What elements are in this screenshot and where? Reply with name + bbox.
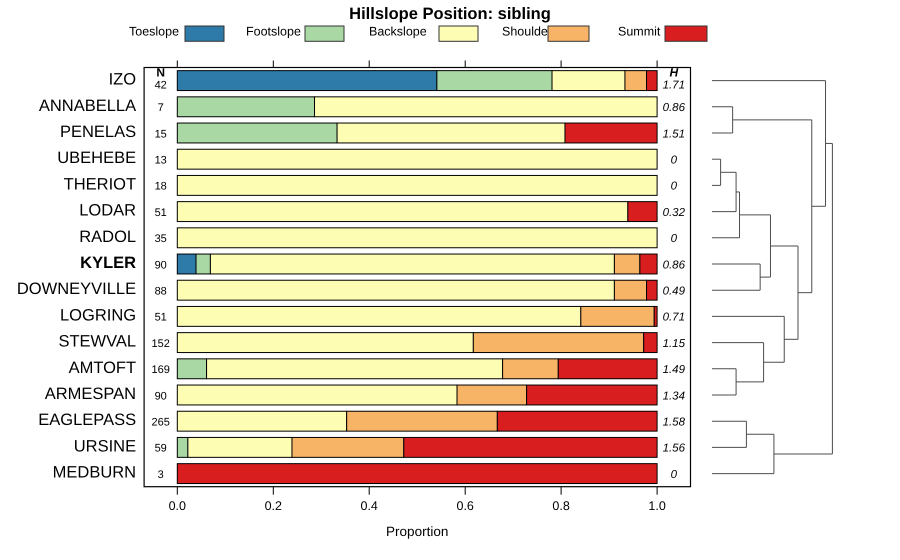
svg-text:0.86: 0.86 [663,259,686,271]
svg-text:1.34: 1.34 [663,390,685,402]
svg-text:51: 51 [155,207,167,219]
svg-text:1.0: 1.0 [648,499,665,513]
svg-text:H: H [669,66,678,80]
svg-text:1.15: 1.15 [663,338,686,350]
svg-text:42: 42 [155,80,167,92]
svg-text:STEWVAL: STEWVAL [58,333,136,351]
svg-text:88: 88 [155,286,167,298]
svg-text:0.2: 0.2 [265,499,282,513]
svg-text:0.8: 0.8 [552,499,569,513]
svg-text:0.32: 0.32 [663,207,686,219]
svg-text:0.4: 0.4 [361,499,378,513]
svg-text:13: 13 [155,155,167,167]
svg-text:URSINE: URSINE [74,437,136,455]
svg-text:90: 90 [155,390,167,402]
svg-text:0.49: 0.49 [663,286,686,298]
svg-text:AMTOFT: AMTOFT [69,359,137,377]
svg-text:3: 3 [158,469,164,481]
svg-text:Shoulder: Shoulder [502,24,552,38]
svg-text:IZO: IZO [109,71,137,89]
svg-text:EAGLEPASS: EAGLEPASS [38,411,136,429]
svg-text:59: 59 [155,443,167,455]
svg-text:35: 35 [155,233,167,245]
svg-text:7: 7 [158,102,164,114]
svg-text:Footslope: Footslope [246,24,301,38]
svg-text:265: 265 [152,417,170,429]
svg-text:0.71: 0.71 [663,312,685,324]
svg-text:Toeslope: Toeslope [129,24,179,38]
svg-text:0: 0 [671,181,678,193]
svg-text:0: 0 [671,155,678,167]
svg-text:1.51: 1.51 [663,128,685,140]
svg-text:90: 90 [155,259,167,271]
svg-text:LODAR: LODAR [79,202,136,220]
svg-text:1.49: 1.49 [663,364,686,376]
svg-text:Backslope: Backslope [369,24,427,38]
svg-text:0.86: 0.86 [663,102,686,114]
svg-text:LOGRING: LOGRING [60,306,136,324]
svg-text:ARMESPAN: ARMESPAN [45,385,136,403]
svg-text:PENELAS: PENELAS [60,123,136,141]
svg-text:UBEHEBE: UBEHEBE [57,149,136,167]
svg-text:Proportion: Proportion [386,524,448,539]
svg-text:ANNABELLA: ANNABELLA [39,97,136,115]
svg-text:Summit: Summit [618,24,661,38]
svg-text:15: 15 [155,128,167,140]
svg-text:18: 18 [155,181,167,193]
svg-text:THERIOT: THERIOT [64,175,136,193]
svg-text:51: 51 [155,312,167,324]
svg-text:KYLER: KYLER [80,254,136,272]
svg-text:RADOL: RADOL [79,228,136,246]
svg-text:MEDBURN: MEDBURN [53,464,136,482]
svg-text:169: 169 [152,364,170,376]
svg-text:0: 0 [671,233,678,245]
svg-text:0.0: 0.0 [169,499,186,513]
svg-text:1.58: 1.58 [663,417,686,429]
svg-text:0.6: 0.6 [457,499,474,513]
svg-text:0: 0 [671,469,678,481]
svg-text:Hillslope Position: sibling: Hillslope Position: sibling [349,5,551,23]
svg-text:1.56: 1.56 [663,443,686,455]
svg-text:N: N [156,66,165,80]
svg-text:DOWNEYVILLE: DOWNEYVILLE [17,280,136,298]
svg-text:152: 152 [152,338,170,350]
svg-text:1.71: 1.71 [663,80,685,92]
